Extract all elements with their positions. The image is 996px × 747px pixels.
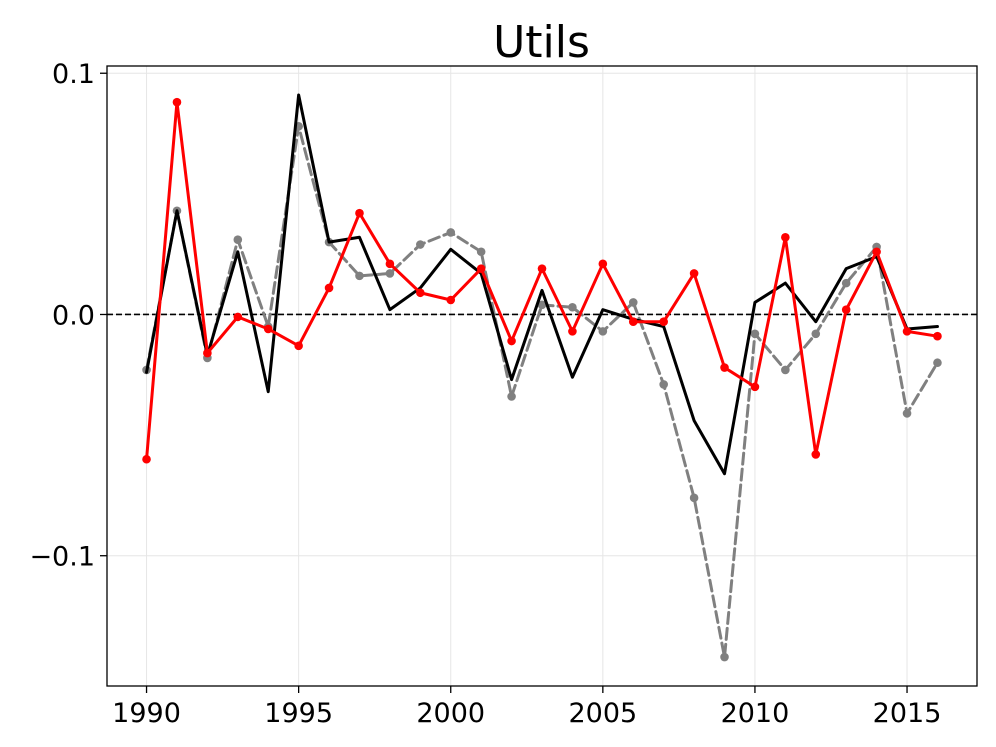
series-3-point: [324, 283, 334, 293]
series-3-point: [142, 454, 151, 464]
series-3-point: [172, 97, 182, 107]
x-tick-label: 2010: [721, 698, 790, 729]
series-3-point: [355, 208, 364, 218]
series-3-point: [902, 327, 912, 336]
series-1-point: [659, 380, 668, 389]
series-1-point: [781, 365, 790, 375]
series-3-point: [294, 341, 303, 351]
series-3-point: [598, 259, 608, 269]
x-tick-label: 1995: [264, 698, 333, 729]
series-3-point: [689, 269, 699, 278]
series-2: [145, 93, 939, 476]
series-1-point: [902, 409, 912, 418]
series-3-point: [476, 264, 486, 273]
series-3-point: [750, 382, 760, 392]
y-tick-label: 0.1: [52, 59, 95, 90]
series-1-point: [446, 228, 456, 237]
series-3-point: [203, 348, 212, 358]
series-1-point: [628, 298, 638, 307]
series-3-point: [446, 295, 456, 305]
series-3-point: [659, 317, 668, 327]
series-1-point: [568, 302, 577, 312]
x-tick-label: 2015: [873, 698, 942, 729]
axis-ticks: 1990 1995 2000 2005 2010 2015 −0.1 0.0 0.1: [29, 59, 941, 729]
series-1-point: [750, 329, 760, 339]
series-3-point: [781, 232, 790, 242]
series-3-point: [416, 288, 425, 298]
series-3-point: [628, 317, 638, 327]
series-1-point: [811, 329, 821, 339]
x-tick-label: 1990: [112, 698, 181, 729]
series-1-point: [476, 247, 486, 257]
series-3-point: [841, 305, 851, 314]
grid-lines: [107, 66, 977, 686]
series-3-point: [263, 324, 273, 334]
series-3-point: [385, 259, 395, 269]
x-tick-label: 2000: [416, 698, 485, 729]
x-tick-label: 2005: [568, 698, 637, 729]
series-1-point: [933, 358, 942, 368]
series-3-point: [811, 450, 821, 459]
y-tick-label: −0.1: [29, 542, 95, 573]
series-3-point: [233, 312, 243, 322]
series-1-point: [841, 278, 851, 288]
series-group: [142, 93, 942, 662]
series-1-point: [689, 493, 699, 503]
series-3-point: [933, 331, 942, 341]
series-1-point: [233, 235, 243, 244]
series-3-point: [507, 336, 516, 346]
plot-area-frame: [106, 65, 978, 687]
series-3: [142, 97, 942, 464]
series-3-point: [568, 327, 577, 336]
series-1-point: [385, 269, 395, 278]
series-1-point: [598, 327, 608, 336]
series-1-point: [507, 392, 516, 401]
series-3-point: [872, 247, 881, 257]
series-3-point: [537, 264, 547, 273]
chart-title: Utils: [493, 17, 590, 68]
series-1-point: [537, 300, 547, 310]
y-tick-label: 0.0: [52, 300, 95, 331]
series-1-point: [416, 240, 425, 249]
series-2-line: [145, 93, 939, 476]
series-1-point: [720, 652, 729, 662]
series-3-point: [720, 363, 729, 372]
series-1-point: [355, 271, 364, 281]
